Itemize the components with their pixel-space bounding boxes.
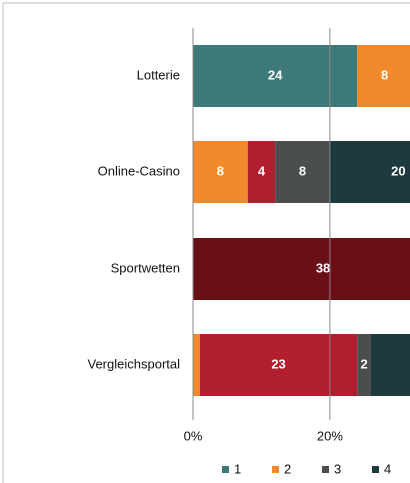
x-tick-label: 20% (317, 428, 343, 443)
category-label: Vergleichsportal (88, 356, 181, 371)
category-label: Lotterie (137, 67, 180, 82)
bar-segment (193, 334, 200, 396)
category-label: Sportwetten (111, 260, 180, 275)
value-label: 38 (316, 260, 330, 275)
legend-swatch (322, 466, 329, 473)
legend-swatch (222, 466, 229, 473)
bar-segment (193, 238, 410, 300)
legend-label: 2 (284, 461, 291, 476)
x-tick-label: 0% (184, 428, 203, 443)
legend-label: 3 (334, 461, 341, 476)
value-label: 23 (271, 356, 285, 371)
bar-segment (247, 141, 276, 203)
bar-segment (370, 334, 410, 396)
value-label: 8 (299, 163, 306, 178)
value-label: 8 (381, 67, 388, 82)
bar-segment (357, 45, 410, 107)
bars: 248848203823215 (193, 45, 410, 396)
category-label: Online-Casino (98, 163, 180, 178)
legend-label: 1 (234, 461, 241, 476)
value-label: 20 (391, 163, 405, 178)
bar-segment (329, 141, 410, 203)
value-label: 24 (268, 67, 283, 82)
bar-segment (357, 334, 371, 396)
value-label: 8 (217, 163, 224, 178)
bar-segment (275, 141, 330, 203)
legend-label: 4 (384, 461, 391, 476)
legend-swatch (372, 466, 379, 473)
bar-segment (193, 141, 248, 203)
bar-segment (199, 334, 358, 396)
value-label: 4 (258, 163, 266, 178)
legend-swatch (272, 466, 279, 473)
value-label: 2 (361, 356, 368, 371)
